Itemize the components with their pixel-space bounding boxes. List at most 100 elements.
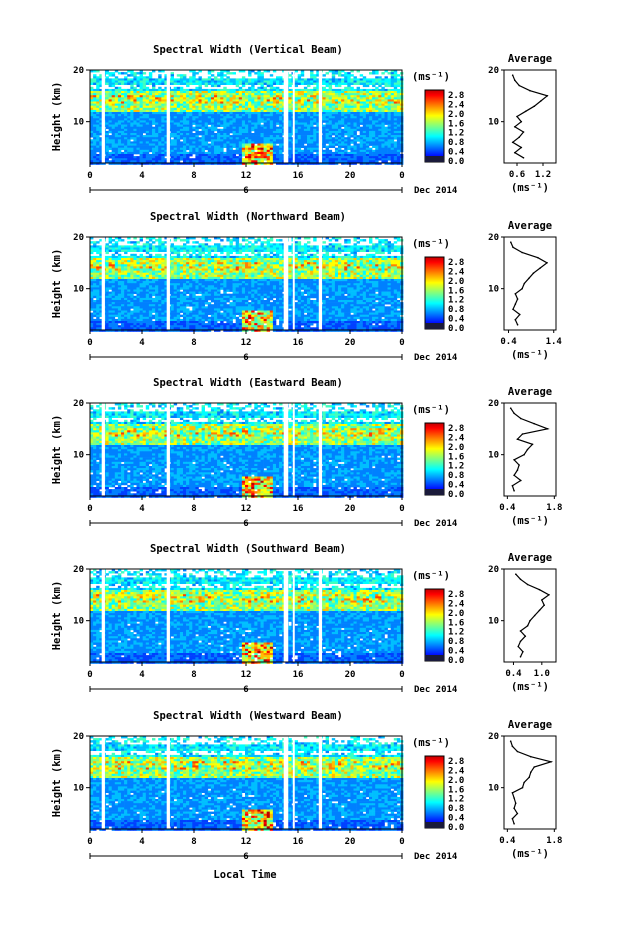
colorbar-tick-label: 0.8: [448, 138, 464, 148]
colorbar-tick-label: 2.0: [448, 609, 464, 619]
avg-x-tick-label: 0.4: [505, 669, 522, 679]
x-tick-label: 12: [241, 171, 252, 181]
x-tick-label: 12: [241, 837, 252, 847]
colorbar-tick-label: 1.2: [448, 628, 464, 638]
colorbar: [425, 756, 444, 828]
data-gap: [102, 736, 105, 829]
avg-y-tick-label: 10: [488, 784, 499, 794]
date-label: Dec 2014: [414, 353, 458, 363]
y-tick-label: 10: [73, 617, 84, 627]
heatmap-cells: [90, 736, 403, 831]
average-line: [516, 574, 549, 657]
x-tick-label: 12: [241, 504, 252, 514]
data-gap: [293, 736, 295, 829]
x-tick-label: 8: [191, 837, 196, 847]
avg-x-tick-label: 1.8: [546, 503, 562, 513]
colorbar-tick-label: 1.2: [448, 129, 464, 139]
colorbar-tick-label: 0.0: [448, 490, 464, 500]
panel-1: Spectral Width (Northward Beam)1020Heigh…: [51, 211, 562, 363]
y-tick-label: 20: [73, 565, 84, 575]
data-gap: [319, 70, 322, 163]
colorbar-unit: (ms⁻¹): [412, 737, 450, 749]
data-gap: [293, 70, 295, 163]
heatmap-cells: [90, 403, 403, 498]
y-tick-label: 10: [73, 285, 84, 295]
avg-x-tick-label: 1.2: [535, 170, 551, 180]
panel-title: Spectral Width (Westward Beam): [153, 710, 343, 722]
average-title: Average: [508, 220, 552, 232]
day-label: 6: [243, 353, 248, 363]
colorbar-tick-label: 2.4: [448, 267, 465, 277]
colorbar-tick-label: 0.8: [448, 637, 464, 647]
colorbar-tick-label: 2.0: [448, 443, 464, 453]
colorbar-tick-label: 0.8: [448, 305, 464, 315]
average-title: Average: [508, 53, 552, 65]
colorbar-tick-label: 2.8: [448, 757, 464, 767]
avg-y-tick-label: 10: [488, 118, 499, 128]
y-tick-label: 20: [73, 66, 84, 76]
y-tick-label: 20: [73, 233, 84, 243]
colorbar-tick-label: 1.6: [448, 785, 464, 795]
x-tick-label: 8: [191, 338, 196, 348]
date-label: Dec 2014: [414, 519, 458, 529]
x-tick-label: 0: [87, 338, 92, 348]
panel-title: Spectral Width (Vertical Beam): [153, 44, 343, 56]
data-gap: [284, 736, 289, 829]
x-tick-label: 0: [87, 837, 92, 847]
avg-y-tick-label: 20: [488, 732, 499, 742]
avg-x-tick-label: 1.8: [546, 836, 562, 846]
average-frame: [504, 403, 556, 496]
colorbar-tick-label: 1.6: [448, 452, 464, 462]
data-gap: [167, 237, 170, 330]
colorbar-tick-label: 0.4: [448, 814, 465, 824]
colorbar-tick-label: 0.0: [448, 823, 464, 833]
data-gap: [319, 237, 322, 330]
x-tick-label: 0: [399, 670, 404, 680]
average-xlabel: (ms⁻¹): [511, 182, 549, 194]
average-line: [511, 408, 548, 491]
data-gap: [167, 736, 170, 829]
colorbar-tick-label: 2.8: [448, 424, 464, 434]
data-gap: [284, 403, 289, 496]
colorbar-tick-label: 1.6: [448, 286, 464, 296]
x-tick-label: 16: [293, 171, 304, 181]
data-gap: [293, 569, 295, 662]
colorbar-tick-label: 2.4: [448, 599, 465, 609]
x-tick-label: 20: [345, 338, 356, 348]
x-tick-label: 0: [399, 171, 404, 181]
figure: Spectral Width (Vertical Beam) 10 20 Height…: [0, 0, 623, 929]
colorbar-tick-label: 0.4: [448, 315, 465, 325]
y-tick-label: 10: [73, 451, 84, 461]
avg-x-tick-label: 1.0: [534, 669, 550, 679]
data-gap: [293, 237, 295, 330]
data-gap: [102, 237, 105, 330]
colorbar-tick-label: 1.2: [448, 296, 464, 306]
x-tick-label: 16: [293, 837, 304, 847]
average-frame: [504, 736, 556, 829]
colorbar-unit: (ms⁻¹): [412, 71, 450, 83]
x-tick-label: 16: [293, 670, 304, 680]
avg-y-tick-label: 20: [488, 565, 499, 575]
avg-y-tick-label: 20: [488, 233, 499, 243]
y-tick-label: 20: [73, 399, 84, 409]
panel-3: Spectral Width (Southward Beam)1020Heigh…: [51, 543, 556, 695]
colorbar-unit: (ms⁻¹): [412, 238, 450, 250]
x-tick-label: 20: [345, 171, 356, 181]
x-tick-label: 0: [399, 837, 404, 847]
average-frame: [504, 70, 556, 163]
avg-x-tick-label: 0.4: [499, 836, 516, 846]
date-label: Dec 2014: [414, 685, 458, 695]
x-tick-label: 20: [345, 504, 356, 514]
data-gap: [319, 569, 322, 662]
panel-title: Spectral Width (Southward Beam): [150, 543, 346, 555]
y-axis-label: Height (km): [51, 415, 63, 485]
data-gap: [284, 70, 289, 163]
colorbar-tick-label: 1.6: [448, 618, 464, 628]
data-gap: [102, 403, 105, 496]
average-title: Average: [508, 552, 552, 564]
y-tick-label: 10: [73, 784, 84, 794]
average-title: Average: [508, 386, 552, 398]
colorbar-underflow: [425, 156, 444, 162]
data-gap: [319, 736, 322, 829]
heatmap-cells: [90, 569, 403, 664]
